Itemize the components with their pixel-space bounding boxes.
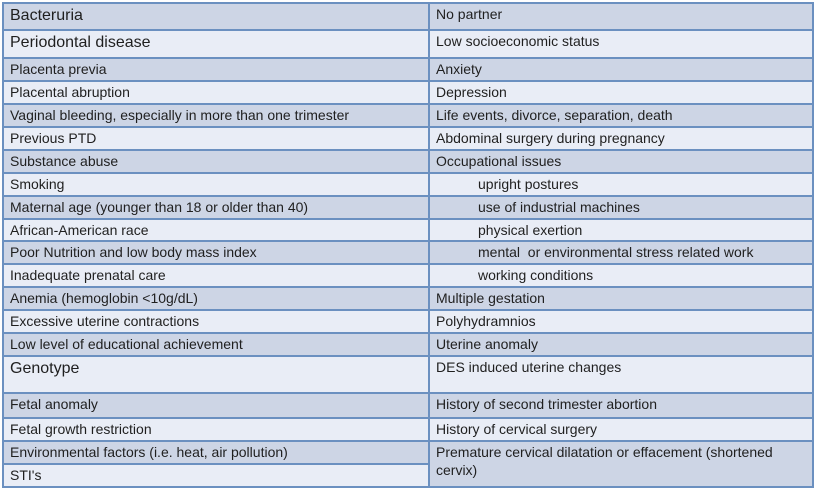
cell-right: Depression: [428, 79, 814, 105]
cell-left: Previous PTD: [2, 125, 430, 151]
table-row: Periodontal disease Low socioeconomic sta…: [2, 29, 814, 59]
cell-right: Anxiety: [428, 57, 814, 82]
cell-left: Genotype: [2, 355, 430, 395]
cell-right: History of second trimester abortion: [428, 392, 814, 420]
table-row: Substance abuse Occupational issues: [2, 148, 814, 174]
table-row: Placental abruption Depression: [2, 79, 814, 105]
cell-left: Vaginal bleeding, especially in more tha…: [2, 102, 430, 128]
cell-right: Occupational issues: [428, 148, 814, 174]
cell-right: use of industrial machines: [428, 194, 814, 220]
table-row: African-American race physical exertion: [2, 217, 814, 243]
cell-right: mental or environmental stress related w…: [428, 240, 814, 266]
cell-left: Excessive uterine contractions: [2, 309, 430, 335]
cell-left: Periodontal disease: [2, 29, 430, 59]
cell-right: DES induced uterine changes: [428, 355, 814, 395]
cell-left: STI's: [2, 463, 430, 488]
cell-right: Abdominal surgery during pregnancy: [428, 125, 814, 151]
cell-right: Low socioeconomic status: [428, 29, 814, 59]
cell-right: Polyhydramnios: [428, 309, 814, 335]
cell-left: Maternal age (younger than 18 or older t…: [2, 194, 430, 220]
table-row: Low level of educational achievement Uter…: [2, 332, 814, 358]
table-row: Genotype DES induced uterine changes: [2, 355, 814, 395]
table-row: Previous PTD Abdominal surgery during pre…: [2, 125, 814, 151]
table-row: Inadequate prenatal care working conditio…: [2, 263, 814, 289]
table-row: Smoking upright postures: [2, 171, 814, 197]
cell-left: Environmental factors (i.e. heat, air po…: [2, 440, 430, 466]
cell-right: Premature cervical dilatation or effacem…: [428, 440, 814, 488]
cell-left: Poor Nutrition and low body mass index: [2, 240, 430, 266]
cell-left: Placental abruption: [2, 79, 430, 105]
table-row: Placenta previa Anxiety: [2, 57, 814, 82]
cell-left: African-American race: [2, 217, 430, 243]
cell-left: Bacteruria: [2, 2, 430, 31]
cell-right: physical exertion: [428, 217, 814, 243]
cell-right: No partner: [428, 2, 814, 31]
cell-left: Anemia (hemoglobin <10g/dL): [2, 286, 430, 312]
cell-left: Placenta previa: [2, 57, 430, 82]
table-row: Maternal age (younger than 18 or older t…: [2, 194, 814, 220]
cell-left: Smoking: [2, 171, 430, 197]
table-row: Poor Nutrition and low body mass index me…: [2, 240, 814, 266]
cell-right: History of cervical surgery: [428, 417, 814, 443]
cell-right: working conditions: [428, 263, 814, 289]
table-row: Bacteruria No partner: [2, 2, 814, 31]
cell-right: upright postures: [428, 171, 814, 197]
cell-right: Life events, divorce, separation, death: [428, 102, 814, 128]
cell-left: Low level of educational achievement: [2, 332, 430, 358]
table-row: Fetal anomaly History of second trimester…: [2, 392, 814, 420]
table-row: Excessive uterine contractions Polyhydram…: [2, 309, 814, 335]
table-row: Environmental factors (i.e. heat, air po…: [2, 440, 814, 488]
table-row: Fetal growth restriction History of cervi…: [2, 417, 814, 443]
table-row: Vaginal bleeding, especially in more tha…: [2, 102, 814, 128]
cell-right: Multiple gestation: [428, 286, 814, 312]
cell-left: Fetal anomaly: [2, 392, 430, 420]
cell-right: Uterine anomaly: [428, 332, 814, 358]
table-row: Anemia (hemoglobin <10g/dL) Multiple gest…: [2, 286, 814, 312]
cell-left: Fetal growth restriction: [2, 417, 430, 443]
cell-left: Substance abuse: [2, 148, 430, 174]
cell-left: Inadequate prenatal care: [2, 263, 430, 289]
